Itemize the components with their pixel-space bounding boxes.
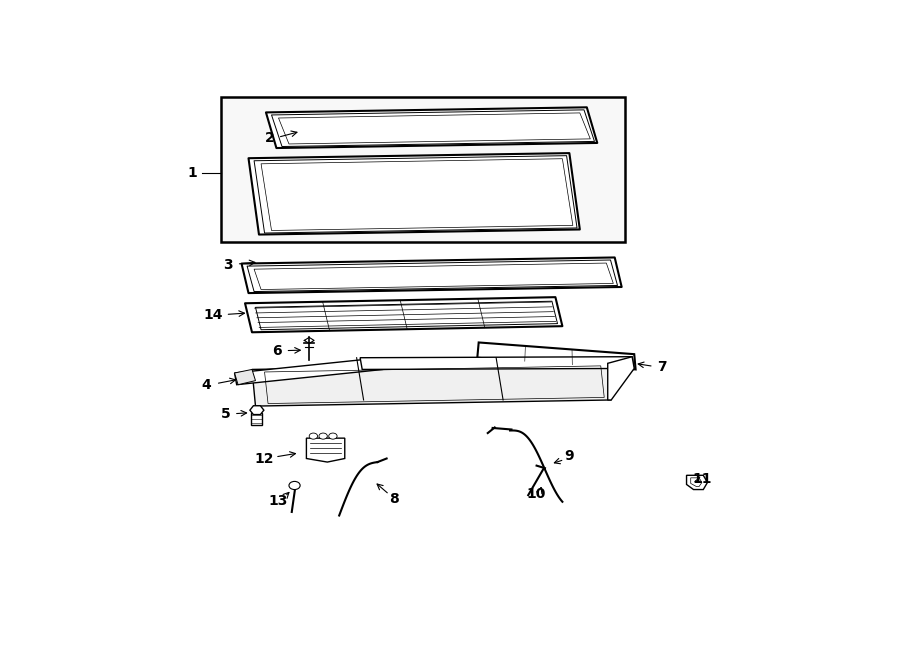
Polygon shape (235, 358, 383, 385)
Text: 14: 14 (204, 308, 223, 322)
Text: 3: 3 (223, 258, 233, 272)
Text: 1: 1 (188, 167, 198, 180)
Polygon shape (245, 297, 562, 332)
Polygon shape (266, 107, 598, 148)
Circle shape (289, 481, 300, 490)
Polygon shape (360, 357, 634, 369)
Text: 11: 11 (692, 472, 712, 486)
Text: 4: 4 (202, 377, 211, 392)
Text: 2: 2 (265, 132, 274, 145)
Polygon shape (687, 475, 707, 490)
Text: 7: 7 (657, 360, 667, 374)
Text: 6: 6 (273, 344, 282, 358)
Polygon shape (250, 406, 264, 414)
Polygon shape (235, 369, 256, 385)
Text: 9: 9 (564, 449, 574, 463)
Text: 13: 13 (269, 494, 288, 508)
Circle shape (319, 433, 328, 439)
Bar (220, 97, 626, 242)
Text: 10: 10 (526, 487, 546, 501)
Text: 8: 8 (389, 492, 399, 506)
Circle shape (328, 433, 338, 439)
Polygon shape (241, 258, 622, 293)
Polygon shape (306, 438, 345, 462)
Text: 5: 5 (220, 407, 230, 421)
Polygon shape (608, 357, 634, 400)
Polygon shape (248, 153, 580, 235)
Polygon shape (477, 342, 635, 369)
Circle shape (310, 433, 318, 439)
Polygon shape (252, 364, 611, 406)
Bar (251, 412, 263, 426)
Text: 12: 12 (255, 451, 274, 465)
